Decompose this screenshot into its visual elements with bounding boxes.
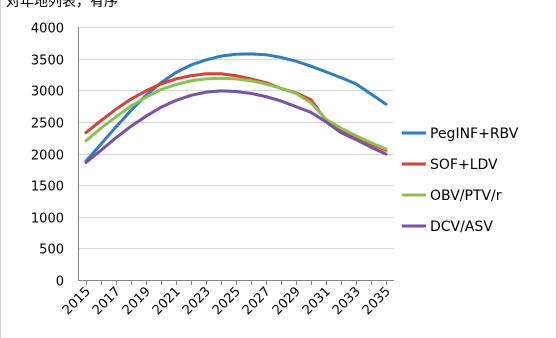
series-lines [84, 52, 388, 164]
series-line [84, 52, 388, 163]
y-tick-label: 4000 [31, 22, 64, 37]
clipped-header-text: 对年地列表，有序 [6, 0, 118, 10]
y-tick-label: 1000 [31, 212, 64, 227]
legend-label: SOF+LDV [430, 157, 498, 173]
y-tick-label: 1500 [31, 180, 64, 195]
axes [78, 27, 394, 285]
y-tick-label: 2500 [31, 117, 64, 132]
legend-label: DCV/ASV [430, 219, 493, 235]
y-tick-label: 3500 [31, 54, 64, 69]
legend-label: PegINF+RBV [430, 126, 519, 142]
legend-label: OBV/PTV/r [430, 188, 502, 204]
y-tick-label: 2000 [31, 149, 64, 164]
series-line [84, 89, 388, 164]
y-tick-labels: 0 500 1000 1500 2000 2500 3000 3500 4000 [31, 22, 64, 290]
y-tick-label: 0 [56, 275, 64, 290]
y-tick-label: 500 [39, 243, 64, 258]
gridlines [78, 27, 394, 249]
legend: PegINF+RBV SOF+LDV OBV/PTV/r DCV/ASV [402, 126, 519, 235]
y-tick-label: 3000 [31, 85, 64, 100]
series-line [84, 76, 388, 151]
